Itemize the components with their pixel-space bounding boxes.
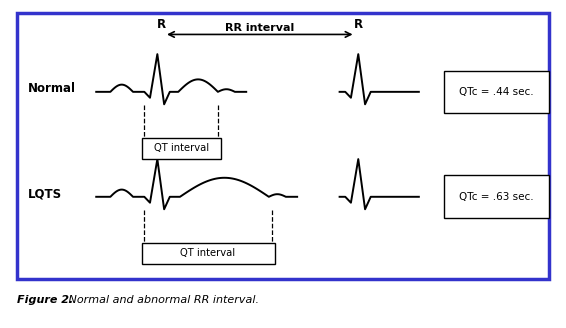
Text: QT interval: QT interval <box>181 248 235 258</box>
Text: R: R <box>157 18 166 31</box>
FancyBboxPatch shape <box>444 175 549 218</box>
Text: R: R <box>354 18 363 31</box>
FancyBboxPatch shape <box>17 13 549 279</box>
Text: Normal and abnormal RR interval.: Normal and abnormal RR interval. <box>65 295 259 305</box>
FancyBboxPatch shape <box>444 71 549 113</box>
FancyBboxPatch shape <box>142 243 275 264</box>
Text: Normal: Normal <box>28 82 76 95</box>
Text: RR interval: RR interval <box>225 23 294 33</box>
FancyBboxPatch shape <box>142 138 221 159</box>
Text: LQTS: LQTS <box>28 187 62 200</box>
Text: QTc = .63 sec.: QTc = .63 sec. <box>460 192 534 202</box>
Text: Figure 2.: Figure 2. <box>17 295 73 305</box>
Text: QTc = .44 sec.: QTc = .44 sec. <box>460 87 534 97</box>
Text: QT interval: QT interval <box>153 143 209 153</box>
